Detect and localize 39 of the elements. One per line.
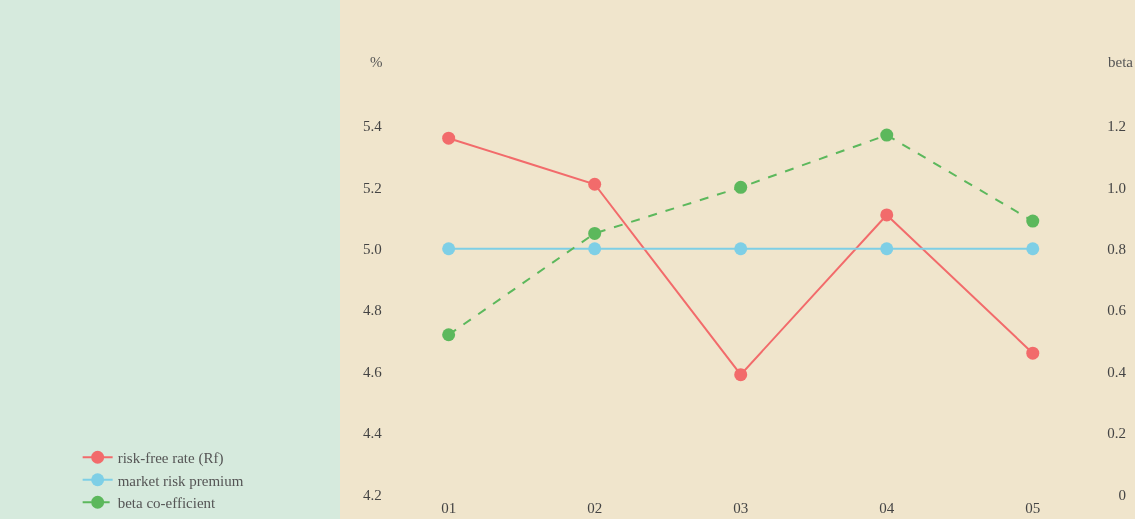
y2-tick-label: 0.6 [1107, 302, 1127, 319]
legend-label: risk-free rate (Rf) [117, 450, 224, 468]
point [880, 208, 894, 222]
point [880, 128, 894, 142]
y-tick-label: 4.8 [363, 302, 382, 319]
legend-label: beta co-efficient [117, 495, 217, 512]
point [588, 177, 602, 191]
y2-tick-label: 1.2 [1107, 118, 1126, 135]
y-axis-title: % [370, 54, 383, 70]
y-tick-label: 4.2 [363, 486, 382, 503]
point [734, 180, 748, 194]
y-tick-label: 4.4 [363, 425, 383, 442]
x-tick-label: 01 [441, 500, 457, 516]
y2-tick-label: 1.0 [1107, 179, 1126, 196]
y-tick-label: 5.2 [363, 179, 382, 196]
point [442, 242, 456, 256]
y-tick-label: 5.4 [363, 118, 383, 135]
point [442, 131, 456, 145]
point [442, 328, 456, 342]
point [1026, 214, 1040, 228]
y2-tick-label: 0.8 [1107, 241, 1126, 257]
legend-label: market risk premium [117, 472, 244, 489]
point [588, 242, 602, 256]
y2-axis-title: beta [1108, 54, 1134, 70]
point [734, 242, 748, 256]
point [1026, 346, 1040, 360]
point [1026, 242, 1040, 256]
x-tick-label: 05 [1025, 500, 1041, 516]
point [880, 242, 894, 256]
x-tick-label: 04 [879, 500, 895, 516]
y-tick-label: 4.6 [363, 363, 383, 380]
y2-tick-label: 0 [1118, 486, 1126, 503]
y2-tick-label: 0.2 [1107, 425, 1126, 442]
point [588, 226, 602, 240]
point [734, 368, 748, 382]
x-tick-label: 03 [733, 500, 749, 516]
y-tick-label: 5.0 [363, 241, 382, 257]
y2-tick-label: 0.4 [1107, 363, 1127, 380]
x-tick-label: 02 [587, 500, 603, 516]
